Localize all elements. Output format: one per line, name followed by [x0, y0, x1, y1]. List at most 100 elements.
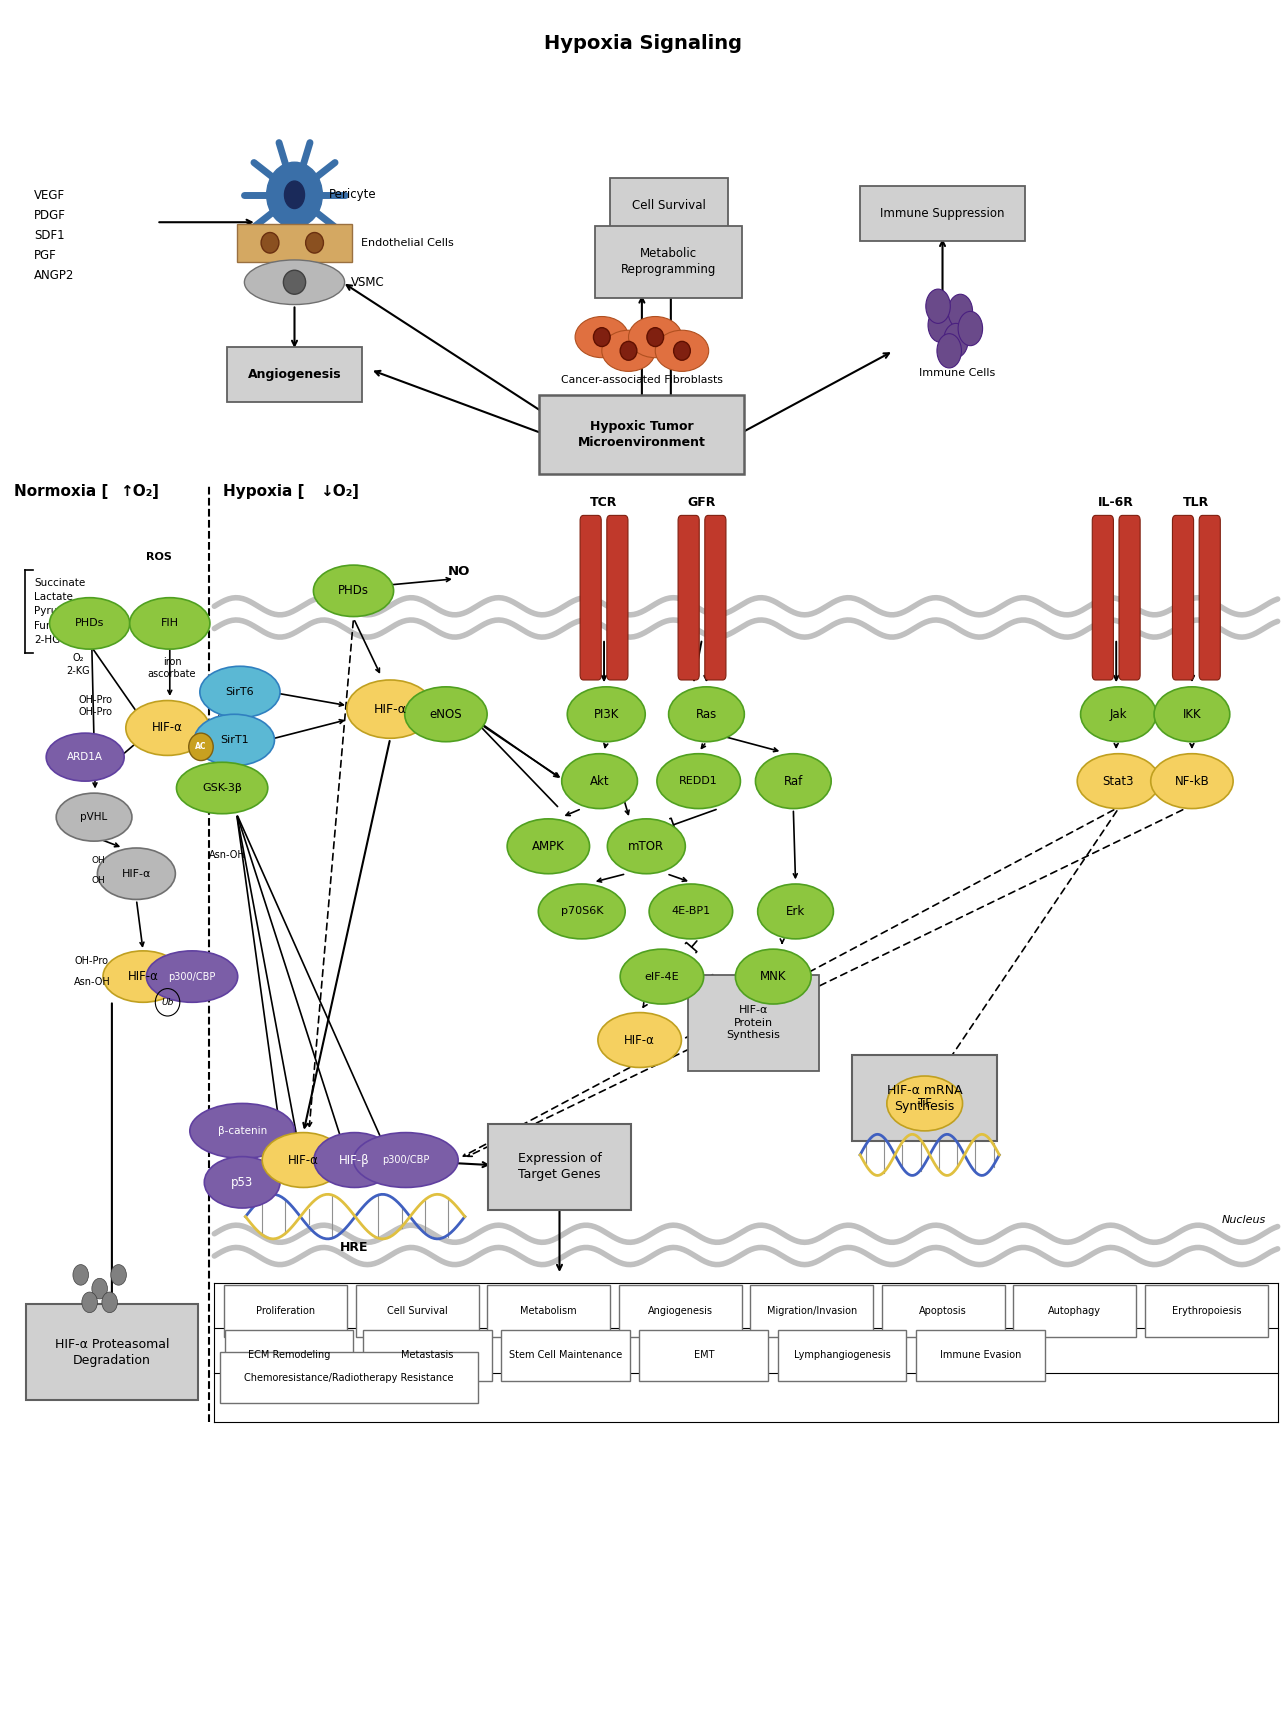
Text: Normoxia [: Normoxia [	[14, 483, 108, 499]
Ellipse shape	[111, 1264, 126, 1285]
Ellipse shape	[887, 1077, 962, 1130]
Text: Chemoresistance/Radiotherapy Resistance: Chemoresistance/Radiotherapy Resistance	[244, 1373, 454, 1383]
Ellipse shape	[567, 686, 646, 741]
Ellipse shape	[405, 686, 487, 741]
Ellipse shape	[607, 819, 685, 874]
FancyBboxPatch shape	[678, 516, 700, 679]
Text: TF: TF	[918, 1097, 931, 1109]
Ellipse shape	[314, 566, 394, 616]
FancyBboxPatch shape	[1173, 516, 1193, 679]
Ellipse shape	[283, 270, 306, 294]
Ellipse shape	[575, 316, 629, 358]
Text: Immune Suppression: Immune Suppression	[880, 206, 1004, 220]
FancyBboxPatch shape	[539, 396, 745, 475]
Ellipse shape	[674, 341, 691, 359]
FancyBboxPatch shape	[882, 1285, 1004, 1336]
Text: GSK-3β: GSK-3β	[202, 783, 242, 793]
Ellipse shape	[98, 848, 175, 900]
Text: ]: ]	[152, 483, 159, 499]
Text: PHDs: PHDs	[75, 619, 104, 628]
Text: Proliferation: Proliferation	[256, 1305, 315, 1316]
FancyBboxPatch shape	[228, 347, 361, 402]
Text: HIF-α: HIF-α	[374, 703, 406, 716]
Text: p300/CBP: p300/CBP	[382, 1156, 430, 1164]
FancyBboxPatch shape	[1013, 1285, 1137, 1336]
Text: AMPK: AMPK	[532, 839, 565, 853]
Text: pVHL: pVHL	[81, 812, 108, 822]
Ellipse shape	[354, 1132, 458, 1187]
Ellipse shape	[1078, 753, 1160, 808]
Text: NF-kB: NF-kB	[1174, 774, 1209, 788]
Text: Cancer-associated Fibroblasts: Cancer-associated Fibroblasts	[561, 375, 723, 385]
Text: HIF-α
Protein
Synthesis: HIF-α Protein Synthesis	[727, 1006, 781, 1041]
Text: Angiogenesis: Angiogenesis	[248, 368, 341, 382]
Text: OH-Pro: OH-Pro	[75, 956, 109, 967]
Ellipse shape	[1154, 686, 1229, 741]
Text: SirT1: SirT1	[220, 734, 248, 745]
Text: p53: p53	[231, 1176, 253, 1189]
FancyBboxPatch shape	[220, 1352, 478, 1404]
Text: SirT6: SirT6	[225, 686, 255, 697]
Ellipse shape	[130, 597, 210, 648]
Text: Asn-OH: Asn-OH	[208, 850, 246, 860]
FancyBboxPatch shape	[639, 1330, 768, 1381]
Text: ROS: ROS	[145, 552, 171, 561]
FancyBboxPatch shape	[487, 1285, 610, 1336]
Ellipse shape	[314, 1132, 395, 1187]
Text: TLR: TLR	[1183, 495, 1210, 509]
FancyBboxPatch shape	[610, 177, 728, 232]
FancyBboxPatch shape	[859, 186, 1025, 241]
Text: mTOR: mTOR	[629, 839, 665, 853]
FancyBboxPatch shape	[225, 1330, 354, 1381]
Text: Pericyte: Pericyte	[329, 187, 377, 201]
Text: Endothelial Cells: Endothelial Cells	[361, 237, 454, 248]
Text: IL-6R: IL-6R	[1098, 495, 1134, 509]
Ellipse shape	[620, 341, 637, 359]
Ellipse shape	[50, 597, 130, 648]
FancyBboxPatch shape	[595, 225, 742, 298]
Ellipse shape	[82, 1292, 98, 1312]
Ellipse shape	[598, 1013, 682, 1068]
FancyBboxPatch shape	[1199, 516, 1220, 679]
FancyBboxPatch shape	[916, 1330, 1044, 1381]
Text: Cell Survival: Cell Survival	[387, 1305, 448, 1316]
Ellipse shape	[958, 311, 983, 346]
Text: NO: NO	[448, 566, 471, 578]
FancyBboxPatch shape	[688, 975, 819, 1072]
Ellipse shape	[593, 329, 610, 346]
Ellipse shape	[176, 762, 267, 814]
Ellipse shape	[126, 700, 210, 755]
Text: HIF-α mRNA
Synthesis: HIF-α mRNA Synthesis	[887, 1084, 962, 1113]
Text: Expression of
Target Genes: Expression of Target Genes	[517, 1152, 602, 1182]
FancyBboxPatch shape	[502, 1330, 630, 1381]
Ellipse shape	[147, 951, 238, 1003]
Text: VSMC: VSMC	[351, 275, 385, 289]
Ellipse shape	[928, 308, 953, 342]
Ellipse shape	[91, 1278, 108, 1299]
Ellipse shape	[190, 1104, 294, 1158]
Text: Metabolism: Metabolism	[521, 1305, 577, 1316]
Ellipse shape	[562, 753, 638, 808]
Ellipse shape	[539, 884, 625, 939]
Text: Asn-OH: Asn-OH	[216, 710, 253, 721]
Text: AC: AC	[195, 743, 207, 752]
Text: ]: ]	[352, 483, 359, 499]
Text: Apoptosis: Apoptosis	[919, 1305, 967, 1316]
FancyBboxPatch shape	[1092, 516, 1114, 679]
Text: Hypoxia Signaling: Hypoxia Signaling	[544, 34, 742, 53]
Ellipse shape	[347, 679, 433, 738]
Ellipse shape	[602, 330, 656, 372]
Text: Hypoxia [: Hypoxia [	[224, 483, 305, 499]
Ellipse shape	[1080, 686, 1156, 741]
Ellipse shape	[284, 181, 305, 208]
Ellipse shape	[948, 294, 972, 329]
Text: HIF-α: HIF-α	[288, 1154, 319, 1166]
Text: Immune Cells: Immune Cells	[919, 368, 995, 378]
Text: Cell Survival: Cell Survival	[631, 198, 706, 212]
Text: Immune Evasion: Immune Evasion	[940, 1350, 1021, 1361]
Text: Stat3: Stat3	[1102, 774, 1134, 788]
Text: iron
ascorbate: iron ascorbate	[148, 657, 197, 679]
Text: Lymphangiogenesis: Lymphangiogenesis	[793, 1350, 890, 1361]
Text: Metabolic
Reprogramming: Metabolic Reprogramming	[621, 248, 716, 277]
Text: ↑O₂: ↑O₂	[120, 483, 152, 499]
